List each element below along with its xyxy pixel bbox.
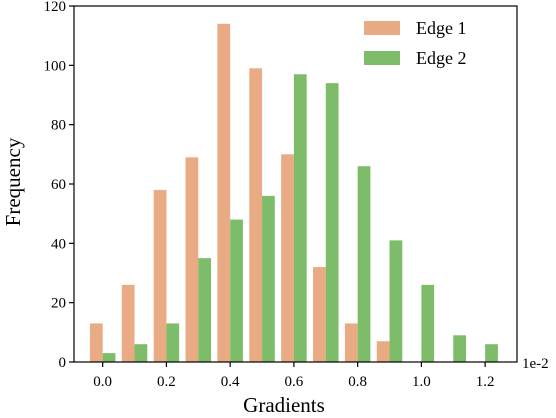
bar-edge-2-bin-7: [325, 83, 339, 362]
x-tick-label-5: 1.0: [412, 374, 431, 390]
x-tick-label-0: 0.0: [93, 374, 112, 390]
legend-label-edge-1: Edge 1: [416, 18, 466, 38]
legend-swatch-edge-2: [364, 51, 400, 65]
y-tick-label-5: 100: [44, 58, 67, 74]
bars-layer: [89, 23, 498, 363]
bar-edge-2-bin-8: [357, 166, 371, 362]
bar-edge-1-bin-0: [89, 323, 103, 362]
bar-edge-2-bin-9: [389, 240, 403, 362]
bar-edge-2-bin-0: [102, 353, 116, 362]
bar-edge-1-bin-4: [217, 23, 231, 363]
bar-edge-2-bin-11: [453, 335, 467, 362]
bar-edge-1-bin-2: [153, 189, 167, 362]
y-tick-label-2: 40: [51, 236, 66, 252]
bar-edge-2-bin-2: [166, 323, 180, 362]
legend: Edge 1 Edge 2: [364, 18, 466, 68]
y-tick-label-6: 120: [44, 0, 67, 15]
x-tick-label-2: 0.4: [221, 374, 240, 390]
x-tick-label-1: 0.2: [157, 374, 176, 390]
x-axis-title: Gradients: [243, 393, 325, 417]
x-tick-label-3: 0.6: [285, 374, 304, 390]
y-tick-label-1: 20: [51, 296, 66, 312]
x-tick-label-4: 0.8: [348, 374, 367, 390]
bar-edge-1-bin-3: [185, 157, 199, 362]
bar-edge-1-bin-9: [376, 341, 390, 362]
bar-edge-2-bin-6: [293, 74, 307, 362]
bar-edge-2-bin-3: [198, 258, 212, 362]
x-tick-label-6: 1.2: [476, 374, 495, 390]
bar-edge-2-bin-4: [230, 219, 243, 362]
bar-edge-1-bin-1: [121, 284, 135, 362]
legend-label-edge-2: Edge 2: [416, 48, 466, 68]
bar-edge-1-bin-6: [281, 154, 294, 362]
bar-edge-1-bin-7: [313, 267, 326, 362]
ticks-layer: 0 20 40 60 80 100 120 0.0 0.2 0.4 0.6 0.8 1.0 1.2: [44, 0, 495, 390]
bar-edge-2-bin-10: [421, 284, 435, 362]
bar-edge-1-bin-8: [344, 323, 358, 362]
bar-edge-2-bin-1: [134, 344, 148, 362]
x-axis-exponent: 1e-2: [522, 356, 549, 372]
bar-edge-2-bin-5: [262, 195, 275, 362]
y-axis-title: Frequency: [1, 137, 25, 226]
bar-edge-2-bin-12: [485, 344, 498, 362]
y-tick-label-3: 60: [51, 177, 66, 193]
legend-swatch-edge-1: [364, 21, 400, 35]
y-tick-label-4: 80: [51, 118, 66, 134]
bar-edge-1-bin-5: [249, 68, 263, 363]
y-tick-label-0: 0: [59, 355, 67, 371]
